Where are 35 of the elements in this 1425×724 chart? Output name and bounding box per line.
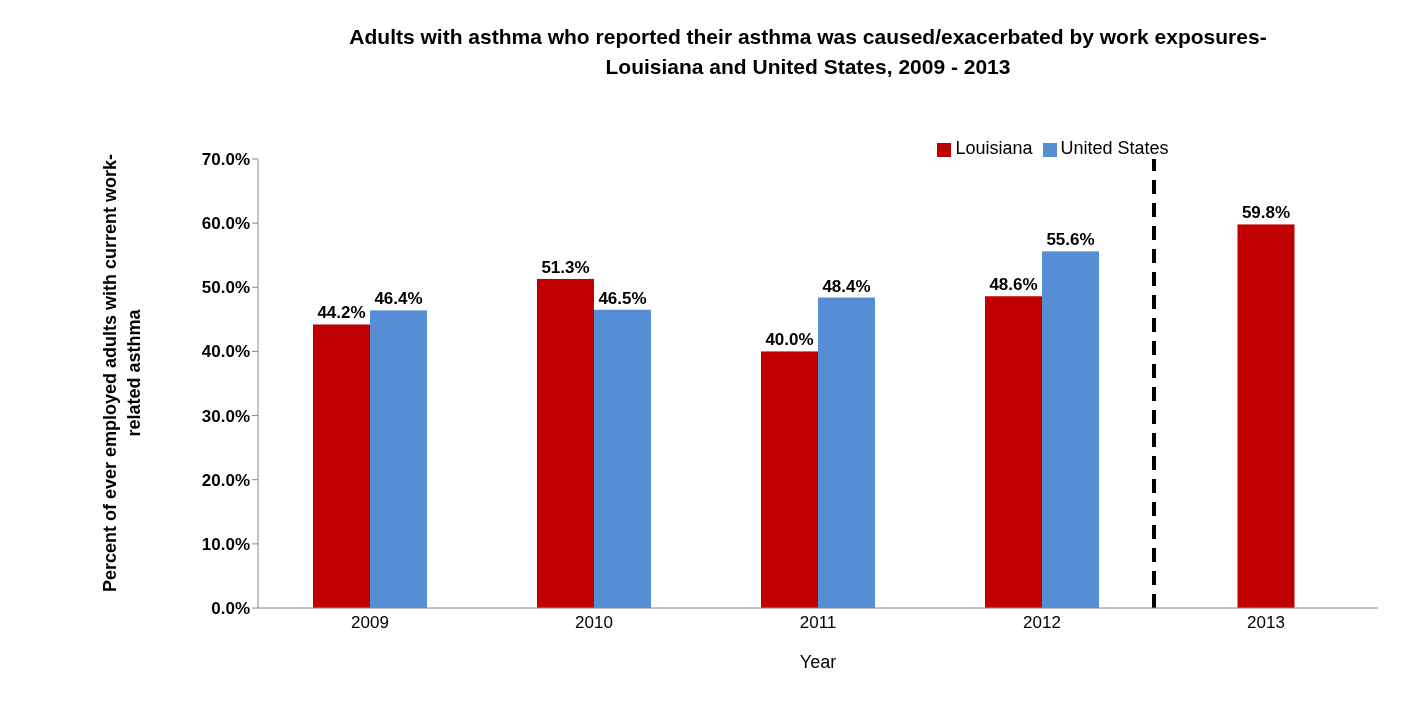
legend-label: United States (1060, 138, 1169, 158)
bar (761, 351, 818, 608)
y-axis-title: Percent of ever employed adults with current work-related asthma (99, 152, 145, 595)
y-tick-label: 70.0% (201, 150, 250, 170)
data-label: 40.0% (765, 330, 814, 350)
bar (537, 278, 594, 608)
x-tick-label: 2011 (799, 613, 837, 633)
data-label: 44.2% (317, 303, 366, 323)
y-tick-label: 20.0% (201, 470, 250, 490)
bar (594, 309, 651, 608)
bar (985, 296, 1042, 608)
bar (313, 324, 370, 608)
x-tick-label: 2009 (351, 613, 389, 633)
y-tick-label: 30.0% (201, 406, 250, 426)
x-tick-label: 2010 (575, 613, 613, 633)
data-label: 55.6% (1046, 230, 1095, 250)
data-label: 46.4% (374, 289, 423, 309)
x-tick-label: 2013 (1247, 613, 1285, 633)
data-label: 46.5% (598, 288, 647, 308)
y-tick-label: 0.0% (211, 599, 250, 619)
data-label: 48.6% (989, 275, 1038, 295)
chart-title: Adults with asthma who reported their asthma was caused/exacerbated by work exposures-Louisiana and United States, 2009 - 2013 (348, 24, 1268, 80)
data-label: 59.8% (1241, 203, 1291, 223)
bar (370, 310, 427, 608)
x-tick-label: 2012 (1023, 613, 1061, 633)
y-tick-label: 50.0% (201, 278, 250, 298)
bar (818, 297, 875, 608)
data-label: 51.3% (541, 257, 590, 277)
legend-label: Louisiana (955, 138, 1033, 158)
bar (1042, 251, 1099, 608)
data-label: 48.4% (822, 276, 871, 296)
y-tick-label: 40.0% (201, 342, 250, 362)
y-tick-label: 10.0% (201, 534, 250, 554)
y-tick-label: 60.0% (201, 214, 250, 234)
x-axis-title: Year (799, 652, 837, 672)
